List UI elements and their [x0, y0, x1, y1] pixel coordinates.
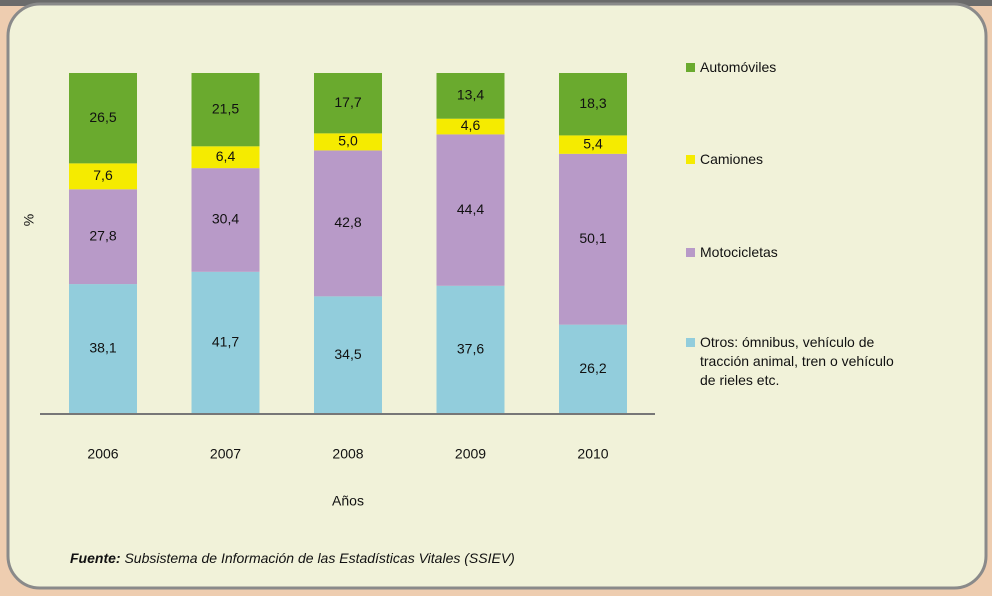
data-label: 5,4	[583, 135, 603, 151]
data-label: 17,7	[334, 94, 361, 110]
bar-segment	[314, 296, 382, 414]
legend-swatch	[686, 338, 695, 347]
x-axis-label: Años	[332, 493, 364, 509]
x-tick-label: 2010	[577, 446, 608, 462]
data-label: 27,8	[89, 227, 116, 243]
source-text: Subsistema de Información de las Estadís…	[124, 550, 515, 566]
data-label: 21,5	[212, 100, 239, 116]
data-label: 5,0	[338, 133, 358, 149]
legend-label: Automóviles	[700, 59, 777, 75]
bar-segment	[559, 73, 627, 136]
bar-segment	[559, 324, 627, 414]
data-label: 30,4	[212, 211, 239, 227]
source-label: Fuente:	[70, 550, 121, 566]
bar-segment	[314, 133, 382, 151]
data-label: 34,5	[334, 346, 361, 362]
data-label: 37,6	[457, 341, 484, 357]
bar-segment	[436, 118, 505, 135]
bar-segment	[559, 135, 627, 154]
data-label: 7,6	[93, 167, 113, 183]
data-label: 6,4	[216, 148, 236, 164]
source: Fuente: Subsistema de Información de las…	[70, 550, 515, 566]
legend-label: Camiones	[700, 151, 764, 167]
bar-segment	[314, 150, 382, 297]
bar-segment	[69, 163, 137, 190]
bar-segment	[191, 168, 260, 272]
bar-segment	[436, 285, 505, 414]
bar-segment	[69, 189, 137, 285]
bar-segment	[559, 153, 627, 325]
data-label: 18,3	[579, 95, 606, 111]
data-label: 38,1	[89, 340, 116, 356]
data-label: 50,1	[579, 230, 606, 246]
bar-segment	[436, 73, 505, 119]
bar-segment	[191, 73, 260, 147]
bar-segment	[436, 134, 505, 286]
y-axis-label: %	[21, 214, 37, 226]
bar-segment	[314, 73, 382, 134]
bar-segment	[191, 271, 260, 414]
x-tick-label: 2006	[87, 446, 118, 462]
x-tick-label: 2007	[210, 446, 241, 462]
data-label: 26,5	[89, 109, 116, 125]
bar-segment	[69, 284, 137, 414]
x-tick-label: 2009	[455, 446, 486, 462]
data-label: 41,7	[212, 334, 239, 350]
data-label: 42,8	[334, 214, 361, 230]
data-label: 13,4	[457, 87, 484, 103]
x-tick-label: 2008	[332, 446, 363, 462]
legend-swatch	[686, 63, 695, 72]
legend-swatch	[686, 248, 695, 257]
data-label: 4,6	[461, 117, 481, 133]
bar-segment	[191, 146, 260, 169]
legend-swatch	[686, 155, 695, 164]
data-label: 44,4	[457, 201, 484, 217]
legend-label: Motocicletas	[700, 244, 778, 260]
bar-segment	[69, 73, 137, 164]
legend-label: Otros: ómnibus, vehículo de tracción ani…	[700, 334, 894, 388]
data-label: 26,2	[579, 360, 606, 376]
